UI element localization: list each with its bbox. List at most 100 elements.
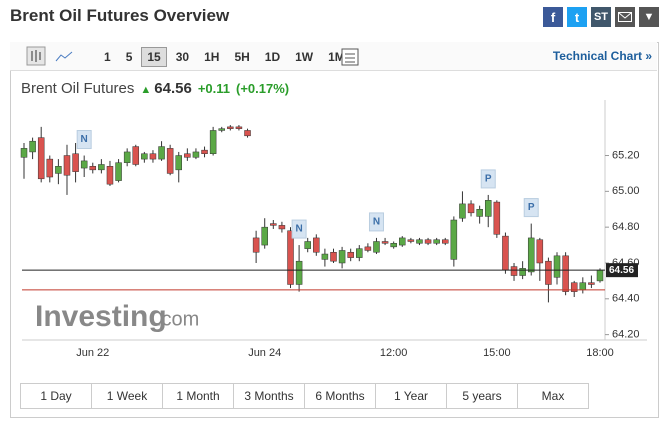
interval-button[interactable]: 1M — [328, 50, 345, 64]
candle-body — [123, 151, 131, 163]
candle-body — [553, 255, 561, 278]
x-tick-label: Jun 22 — [76, 347, 109, 359]
candle-body — [433, 239, 440, 244]
email[interactable] — [615, 7, 635, 27]
intervals: 1 5 15 30 1H 5H 1D 1W 1M — [98, 47, 351, 67]
range-button[interactable]: 1 Month — [163, 384, 234, 408]
interval-button[interactable]: 5 — [125, 50, 133, 64]
instrument-name: Brent Oil Futures — [21, 80, 135, 97]
stocktwits[interactable]: ST — [591, 7, 611, 27]
candle-body — [261, 226, 268, 246]
candle-body — [519, 268, 526, 276]
candle-body — [37, 137, 45, 180]
candle-body — [570, 282, 578, 292]
candle-body — [450, 219, 458, 260]
candle-body — [493, 201, 501, 235]
candle-body — [536, 239, 544, 264]
candle-body — [209, 130, 217, 154]
candle-body — [381, 241, 389, 244]
share-icons: f t ST ▼ — [543, 7, 659, 27]
range-button[interactable]: 6 Months — [305, 384, 376, 408]
candle-body — [175, 155, 182, 171]
settings-icon[interactable] — [340, 47, 360, 67]
candle-body — [218, 128, 225, 131]
candle-body — [166, 148, 174, 174]
interval-button[interactable]: 30 — [175, 50, 190, 64]
y-tick-label: 64.20 — [612, 329, 640, 341]
candle-body — [484, 200, 492, 217]
facebook[interactable]: f — [543, 7, 563, 27]
candle-body — [149, 153, 157, 160]
candle-body — [304, 241, 311, 249]
twitter[interactable]: t — [567, 7, 587, 27]
interval-button[interactable]: 1W — [295, 50, 314, 64]
candle-body — [106, 166, 114, 185]
y-tick-label: 64.40 — [612, 293, 640, 305]
candle-body — [442, 239, 449, 244]
candle-body — [278, 225, 286, 230]
range-button[interactable]: 3 Months — [234, 384, 305, 408]
candle-body — [416, 239, 423, 244]
x-tick-label: 18:00 — [586, 347, 614, 359]
event-marker — [291, 219, 307, 239]
candle-body — [459, 203, 466, 219]
up-arrow: ▲ — [140, 84, 152, 96]
range-button[interactable]: 1 Year — [376, 384, 447, 408]
candle-body — [295, 260, 303, 285]
event-label: P — [485, 174, 492, 185]
candle-body — [192, 151, 200, 158]
interval-button[interactable]: 1 — [104, 50, 111, 64]
page-title: Brent Oil Futures Overview — [10, 6, 230, 25]
candle-body — [201, 149, 208, 154]
y-tick-label: 64.80 — [612, 221, 640, 233]
line-button[interactable] — [55, 51, 73, 62]
interval-button[interactable]: 1D — [264, 50, 281, 64]
candle-body — [424, 239, 432, 244]
candle-body — [407, 239, 415, 242]
y-tick-label: 65.20 — [612, 149, 640, 161]
candle-body — [115, 162, 122, 181]
candle-body — [89, 166, 97, 171]
candle-body — [313, 237, 320, 253]
event-label: N — [81, 134, 88, 145]
candle-body — [158, 146, 165, 160]
candle-body — [467, 203, 475, 214]
event-marker — [523, 198, 539, 218]
candle-body — [579, 282, 587, 291]
candle-body — [330, 251, 337, 262]
watermark-brand: Investing — [35, 300, 167, 333]
technical-chart-link[interactable]: Technical Chart » — [552, 49, 652, 63]
candle-body — [244, 130, 251, 137]
candle-body — [399, 237, 406, 246]
candle-body — [287, 230, 294, 285]
range-buttons: 1 Day 1 Week 1 Month 3 Months 6 Months 1 Year… — [20, 383, 589, 409]
range-button[interactable]: 1 Day — [21, 384, 92, 408]
event-marker — [368, 212, 384, 232]
interval-button[interactable]: 15 — [141, 47, 167, 67]
range-button[interactable]: 1 Week — [92, 384, 163, 408]
event-label: P — [528, 202, 535, 213]
candle-body — [510, 266, 518, 276]
interval-button[interactable]: 1H — [204, 50, 220, 64]
toolbar — [10, 42, 657, 71]
interval-button[interactable]: 5H — [234, 50, 250, 64]
candle-body — [347, 251, 354, 258]
y-tick-label: 65.00 — [612, 185, 640, 197]
candle-body — [527, 237, 535, 273]
range-button[interactable]: Max — [541, 389, 565, 403]
candle-body — [502, 235, 509, 271]
change: +0.11 — [197, 81, 230, 96]
watermark-suffix: .com — [156, 308, 199, 330]
candle-body — [63, 155, 71, 176]
x-tick-label: 15:00 — [483, 347, 511, 359]
candle-body — [373, 241, 380, 253]
more[interactable]: ▼ — [639, 7, 659, 27]
candle-body — [476, 209, 483, 217]
candle-body — [72, 153, 79, 172]
candle-body — [29, 140, 36, 153]
candle-body — [545, 260, 552, 285]
range-button[interactable]: 5 years — [447, 384, 518, 408]
candle-body — [46, 158, 54, 178]
candle-body — [252, 237, 260, 253]
